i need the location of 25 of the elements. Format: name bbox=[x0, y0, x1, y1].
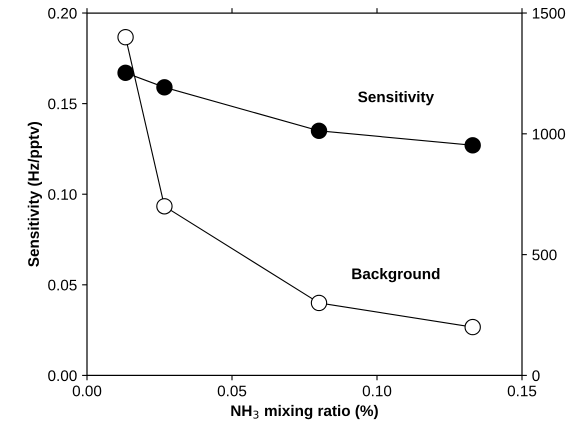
point bbox=[310, 294, 328, 312]
point bbox=[117, 64, 134, 82]
point bbox=[464, 318, 481, 336]
x-axis-title: NH$_{3}$ mixing ratio (%) bbox=[231, 404, 378, 420]
point bbox=[156, 79, 173, 96]
y-tick-label: 0.05 bbox=[48, 280, 77, 290]
y2-tick-label: 1000 bbox=[532, 128, 566, 140]
y-axis-title: Sensitivity (Hz/pptv) bbox=[28, 122, 42, 267]
y2-tick-label: 500 bbox=[532, 249, 557, 260]
x-tick-label: 0.05 bbox=[218, 386, 246, 396]
x-tick-label: 0.10 bbox=[362, 386, 392, 396]
y2-tick-label: 0 bbox=[532, 370, 540, 382]
y-tick-label: 0.00 bbox=[48, 370, 77, 382]
y2-tick-label: 1500 bbox=[532, 8, 566, 19]
point bbox=[310, 122, 328, 139]
point bbox=[464, 137, 481, 154]
x-tick-label: 0.00 bbox=[72, 386, 102, 396]
point bbox=[156, 198, 173, 214]
series-label: Sensitivity bbox=[358, 91, 434, 106]
y-tick-label: 0.20 bbox=[48, 8, 77, 19]
y-tick-label: 0.15 bbox=[48, 98, 77, 110]
x-tick-label: 0.15 bbox=[508, 386, 536, 396]
y-tick-label: 0.10 bbox=[48, 189, 77, 200]
series-label: Background bbox=[352, 268, 440, 282]
point bbox=[117, 28, 134, 46]
